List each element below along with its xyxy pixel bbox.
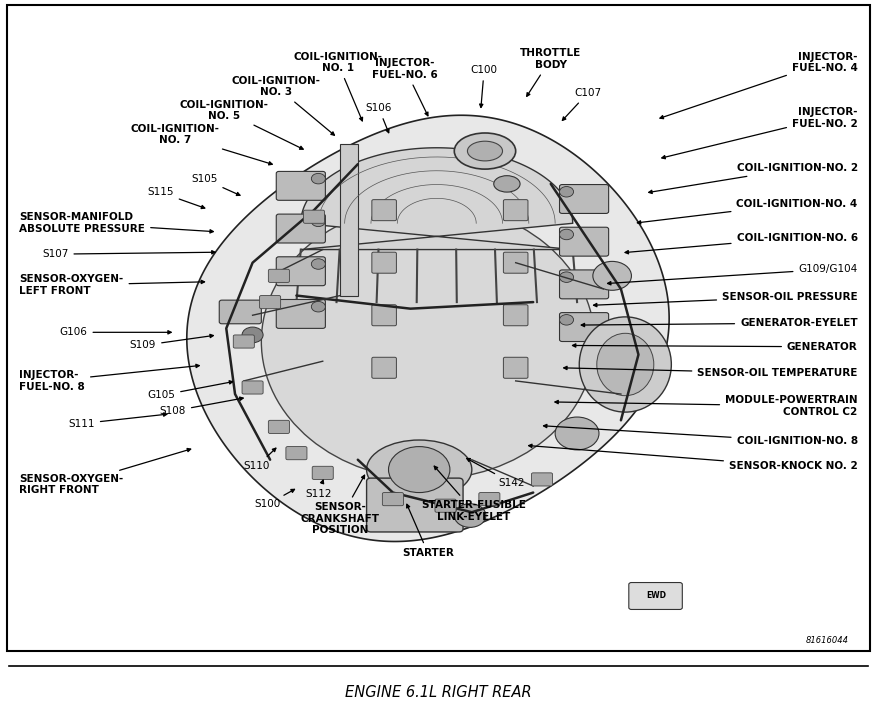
Text: GENERATOR-EYELET: GENERATOR-EYELET: [581, 318, 858, 328]
Ellipse shape: [579, 317, 672, 412]
FancyBboxPatch shape: [503, 200, 528, 221]
FancyBboxPatch shape: [260, 295, 281, 309]
Text: INJECTOR-
FUEL-NO. 4: INJECTOR- FUEL-NO. 4: [660, 52, 858, 119]
Polygon shape: [187, 115, 669, 542]
Circle shape: [454, 503, 486, 528]
Text: INJECTOR-
FUEL-NO. 2: INJECTOR- FUEL-NO. 2: [662, 107, 858, 159]
Circle shape: [311, 302, 325, 312]
Ellipse shape: [261, 204, 595, 479]
Text: SENSOR-OXYGEN-
LEFT FRONT: SENSOR-OXYGEN- LEFT FRONT: [19, 274, 204, 296]
FancyBboxPatch shape: [233, 335, 254, 348]
Circle shape: [560, 229, 574, 240]
Text: SENSOR-OIL TEMPERATURE: SENSOR-OIL TEMPERATURE: [564, 366, 858, 378]
Text: S100: S100: [254, 489, 295, 509]
Text: ENGINE 6.1L RIGHT REAR: ENGINE 6.1L RIGHT REAR: [346, 685, 531, 701]
FancyBboxPatch shape: [503, 305, 528, 326]
Text: S110: S110: [244, 448, 276, 471]
Text: S107: S107: [42, 249, 215, 259]
Ellipse shape: [467, 141, 503, 161]
Text: COIL-IGNITION-NO. 6: COIL-IGNITION-NO. 6: [625, 233, 858, 254]
Text: SENSOR-OXYGEN-
RIGHT FRONT: SENSOR-OXYGEN- RIGHT FRONT: [19, 449, 190, 496]
Text: 81616044: 81616044: [806, 636, 849, 645]
Ellipse shape: [596, 333, 654, 395]
Text: GENERATOR: GENERATOR: [573, 342, 858, 351]
FancyBboxPatch shape: [382, 493, 403, 506]
Text: S111: S111: [68, 413, 167, 429]
Polygon shape: [301, 148, 573, 249]
Circle shape: [593, 261, 631, 290]
FancyBboxPatch shape: [372, 305, 396, 326]
Circle shape: [311, 258, 325, 269]
FancyBboxPatch shape: [268, 420, 289, 433]
Circle shape: [311, 216, 325, 226]
Text: COIL-IGNITION-
NO. 5: COIL-IGNITION- NO. 5: [179, 99, 303, 149]
Text: MODULE-POWERTRAIN
CONTROL C2: MODULE-POWERTRAIN CONTROL C2: [555, 395, 858, 417]
Text: SENSOR-MANIFOLD
ABSOLUTE PRESSURE: SENSOR-MANIFOLD ABSOLUTE PRESSURE: [19, 212, 213, 234]
FancyBboxPatch shape: [276, 257, 325, 285]
Circle shape: [555, 417, 599, 450]
Polygon shape: [340, 145, 358, 295]
Circle shape: [389, 447, 450, 493]
FancyBboxPatch shape: [312, 466, 333, 479]
FancyBboxPatch shape: [479, 493, 500, 506]
FancyBboxPatch shape: [372, 357, 396, 378]
FancyBboxPatch shape: [367, 478, 463, 532]
FancyBboxPatch shape: [276, 214, 325, 243]
Text: G105: G105: [147, 381, 232, 400]
Text: INJECTOR-
FUEL-NO. 6: INJECTOR- FUEL-NO. 6: [373, 58, 438, 116]
Text: COIL-IGNITION-NO. 4: COIL-IGNITION-NO. 4: [638, 199, 858, 224]
Text: THROTTLE
BODY: THROTTLE BODY: [520, 48, 581, 97]
Ellipse shape: [367, 440, 472, 499]
Text: COIL-IGNITION-
NO. 1: COIL-IGNITION- NO. 1: [293, 52, 382, 121]
FancyBboxPatch shape: [372, 252, 396, 273]
FancyBboxPatch shape: [219, 300, 261, 324]
Text: SENSOR-KNOCK NO. 2: SENSOR-KNOCK NO. 2: [529, 444, 858, 471]
FancyBboxPatch shape: [503, 252, 528, 273]
Ellipse shape: [454, 133, 516, 169]
FancyBboxPatch shape: [560, 270, 609, 299]
FancyBboxPatch shape: [242, 381, 263, 394]
Text: G106: G106: [60, 327, 171, 337]
FancyBboxPatch shape: [268, 269, 289, 283]
Text: SENSOR-OIL PRESSURE: SENSOR-OIL PRESSURE: [594, 292, 858, 307]
Circle shape: [560, 315, 574, 325]
Circle shape: [560, 187, 574, 197]
Text: C100: C100: [471, 65, 497, 107]
FancyBboxPatch shape: [303, 210, 324, 223]
FancyBboxPatch shape: [276, 171, 325, 200]
Text: S105: S105: [191, 174, 240, 195]
Text: S112: S112: [305, 480, 332, 499]
Text: STARTER: STARTER: [402, 504, 454, 558]
FancyBboxPatch shape: [629, 582, 682, 609]
FancyBboxPatch shape: [560, 227, 609, 256]
FancyBboxPatch shape: [435, 499, 456, 513]
FancyBboxPatch shape: [503, 357, 528, 378]
Text: S108: S108: [160, 397, 243, 416]
Circle shape: [560, 272, 574, 283]
Text: COIL-IGNITION-NO. 2: COIL-IGNITION-NO. 2: [649, 163, 858, 194]
FancyBboxPatch shape: [531, 473, 553, 486]
Text: SENSOR-
CRANKSHAFT
POSITION: SENSOR- CRANKSHAFT POSITION: [301, 475, 380, 535]
Text: COIL-IGNITION-
NO. 3: COIL-IGNITION- NO. 3: [232, 76, 334, 135]
FancyBboxPatch shape: [276, 300, 325, 328]
Circle shape: [311, 173, 325, 184]
Text: STARTER-FUSIBLE
LINK-EYELET: STARTER-FUSIBLE LINK-EYELET: [421, 466, 526, 522]
Text: C107: C107: [562, 88, 601, 121]
Text: COIL-IGNITION-NO. 8: COIL-IGNITION-NO. 8: [544, 425, 858, 447]
Text: COIL-IGNITION-
NO. 7: COIL-IGNITION- NO. 7: [131, 124, 272, 165]
FancyBboxPatch shape: [286, 447, 307, 460]
Text: INJECTOR-
FUEL-NO. 8: INJECTOR- FUEL-NO. 8: [19, 364, 199, 392]
Ellipse shape: [494, 175, 520, 192]
FancyBboxPatch shape: [560, 312, 609, 342]
Text: S109: S109: [130, 334, 213, 351]
Circle shape: [242, 327, 263, 343]
FancyBboxPatch shape: [560, 185, 609, 214]
FancyBboxPatch shape: [372, 200, 396, 221]
Text: EWD: EWD: [646, 591, 666, 600]
Text: G109/G104: G109/G104: [608, 264, 858, 285]
Text: S106: S106: [366, 104, 392, 133]
Text: S142: S142: [467, 459, 524, 488]
Text: S115: S115: [147, 187, 205, 209]
